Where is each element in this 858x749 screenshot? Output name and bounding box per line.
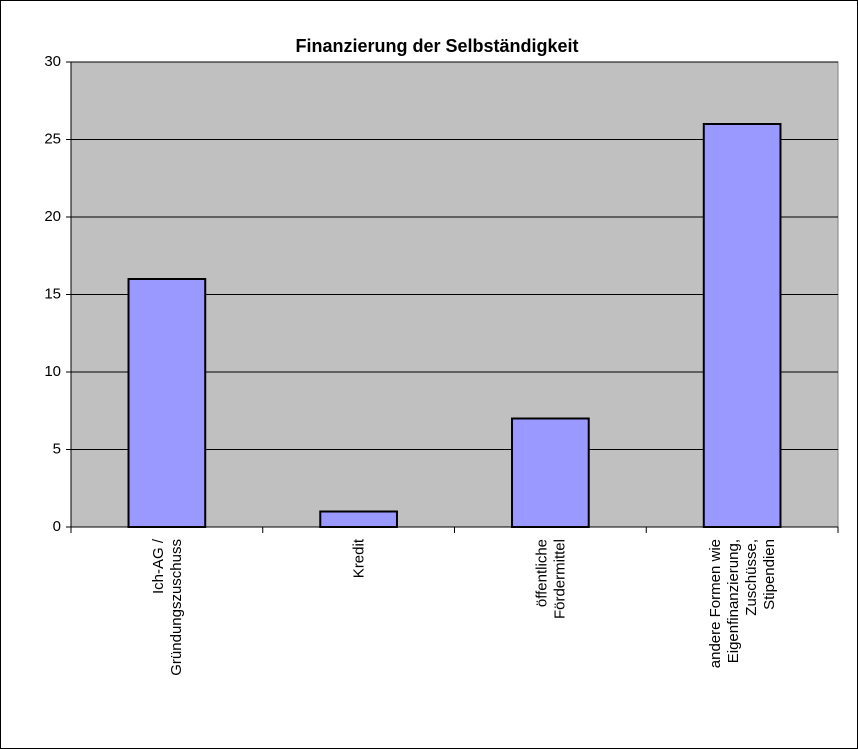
x-tick-label: öffentlicheFördermittel [533,539,568,619]
x-tick-label: Ich-AG /Gründungszuschuss [150,538,185,676]
bar [702,123,782,528]
x-tick-label: andere Formen wieEigenfinanzierung,Zusch… [707,539,778,668]
chart-title: Finanzierung der Selbständigkeit [295,36,578,56]
y-tick-label: 15 [44,285,61,302]
x-tick-label: Kredit [351,538,368,578]
y-tick-label: 25 [44,130,61,147]
y-tick-label: 20 [44,208,61,225]
y-tick-label: 10 [44,363,61,380]
bar [319,510,398,528]
y-tick-label: 5 [53,440,61,457]
bar [127,278,207,528]
bar [511,417,590,528]
y-tick-label: 30 [44,53,61,70]
y-tick-label: 0 [53,518,61,535]
